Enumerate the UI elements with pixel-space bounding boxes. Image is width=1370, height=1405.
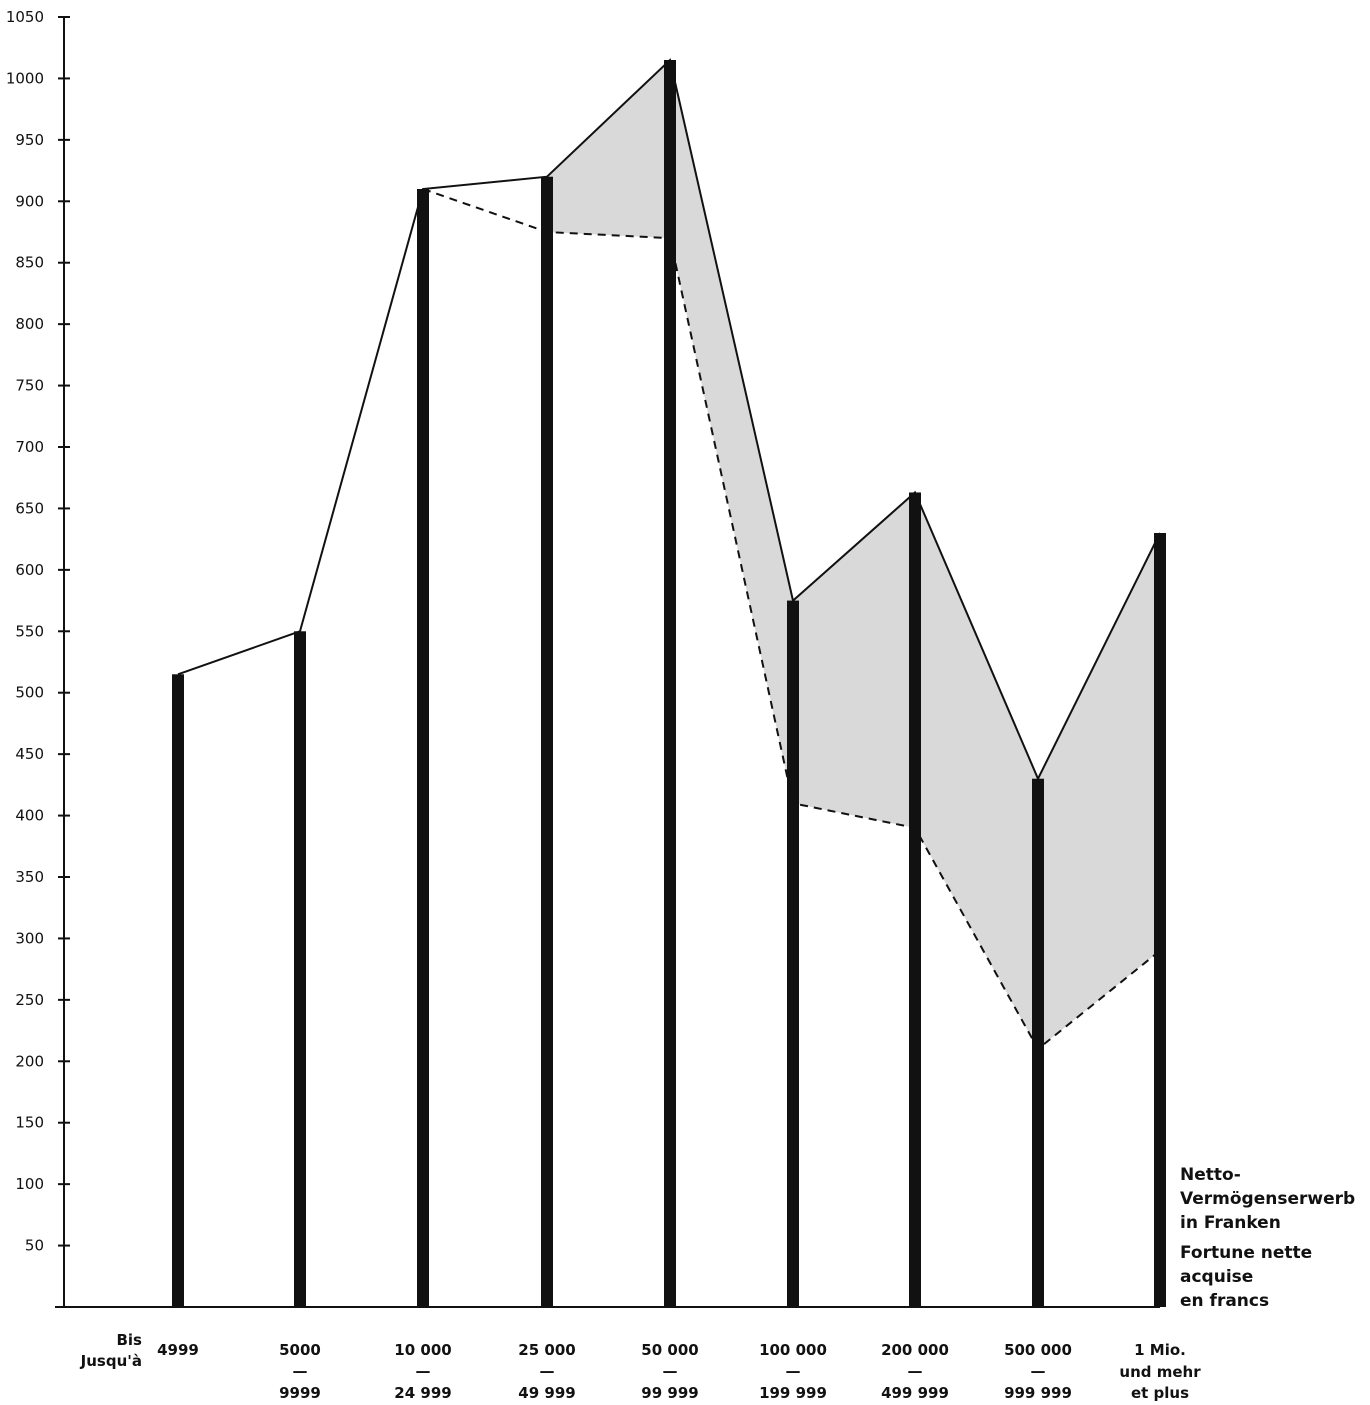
category-separator-3: — [540,1362,555,1380]
first-category-prefix-de: Bis [116,1331,142,1349]
category-separator-1: — [293,1362,308,1380]
y-tick-label-100: 100 [15,1175,44,1193]
y-tick-label-650: 650 [15,499,44,517]
axes-group: 50 100 150 200 250 300 350 400 450 500 550 600 650 70… [6,8,1160,1308]
x-axis-label-fr: Fortune nette acquise en francs [1180,1241,1312,1313]
x-axis-label-fr-line-2: acquise [1180,1267,1254,1287]
y-tick-label-700: 700 [15,438,44,456]
series-solid-line [177,58,1161,782]
category-separator-7: — [1031,1362,1046,1380]
y-tick-label-400: 400 [15,807,44,825]
y-tick-label-600: 600 [15,561,44,579]
x-axis-label-de: Netto- Vermögenserwerb in Franken [1180,1163,1355,1235]
labels-group: 4999 5000 — 9999 10 000 — 24 999 25 000 — 49 999 5… [80,1331,1202,1402]
bar-5 [787,600,799,1307]
bar-4 [664,60,676,1307]
category-label-bottom2-8: et plus [1131,1384,1189,1402]
category-label-top-7: 500 000 [1004,1341,1072,1359]
y-tick-label-150: 150 [15,1114,44,1132]
category-label-top-1: 5000 [279,1341,321,1359]
y-tick-label-950: 950 [15,131,44,149]
bar-0 [172,674,184,1307]
category-label-bottom-8: und mehr [1119,1363,1201,1381]
category-separator-2: — [416,1362,431,1380]
bar-7 [1032,778,1044,1307]
category-label-top-4: 50 000 [641,1341,698,1359]
series-dashed-line [422,188,1161,1051]
category-separator-6: — [908,1362,923,1380]
shaded-area-group [547,60,1160,1049]
category-label-bottom-7: 999 999 [1004,1384,1072,1402]
x-axis-label-de-line-3: in Franken [1180,1213,1281,1233]
y-tick-label-250: 250 [15,991,44,1009]
y-tick-label-350: 350 [15,868,44,886]
x-axis-label-fr-line-1: Fortune nette [1180,1243,1313,1263]
y-tick-label-800: 800 [15,315,44,333]
category-label-bottom-5: 199 999 [759,1384,827,1402]
y-tick-label-50: 50 [25,1237,44,1255]
y-tick-label-1000: 1000 [6,69,44,87]
y-tick-label-850: 850 [15,254,44,272]
shaded-difference-area [547,60,1160,1049]
category-label-top-2: 10 000 [394,1341,451,1359]
category-label-bottom-2: 24 999 [394,1384,451,1402]
y-tick-label-500: 500 [15,684,44,702]
bars-group [172,60,1166,1308]
category-label-bottom-4: 99 999 [641,1384,698,1402]
x-axis-label-fr-line-3: en francs [1180,1291,1270,1311]
category-label-top-3: 25 000 [518,1341,575,1359]
bar-6 [909,492,921,1307]
x-axis-label-de-line-2: Vermögenserwerb [1180,1189,1356,1209]
category-separator-5: — [786,1362,801,1380]
bar-3 [541,176,553,1308]
category-label-bottom-1: 9999 [279,1384,321,1402]
bar-1 [294,631,306,1307]
y-tick-label-200: 200 [15,1052,44,1070]
first-category-prefix-fr: Jusqu'à [80,1352,142,1370]
y-tick-label-450: 450 [15,745,44,763]
y-tick-label-900: 900 [15,192,44,210]
lines-group [177,58,1161,1051]
category-label-top-0: 4999 [157,1341,199,1359]
y-tick-label-300: 300 [15,929,44,947]
x-axis-label-de-line-1: Netto- [1180,1165,1241,1185]
y-tick-label-750: 750 [15,377,44,395]
category-label-top-5: 100 000 [759,1341,827,1359]
category-label-bottom-3: 49 999 [518,1384,575,1402]
bar-2 [417,189,429,1307]
y-tick-label-1050: 1050 [6,8,44,26]
category-label-top-8: 1 Mio. [1134,1341,1186,1359]
category-separator-4: — [663,1362,678,1380]
bar-8 [1154,533,1166,1307]
y-tick-label-550: 550 [15,622,44,640]
category-label-bottom-6: 499 999 [881,1384,949,1402]
category-label-top-6: 200 000 [881,1341,949,1359]
